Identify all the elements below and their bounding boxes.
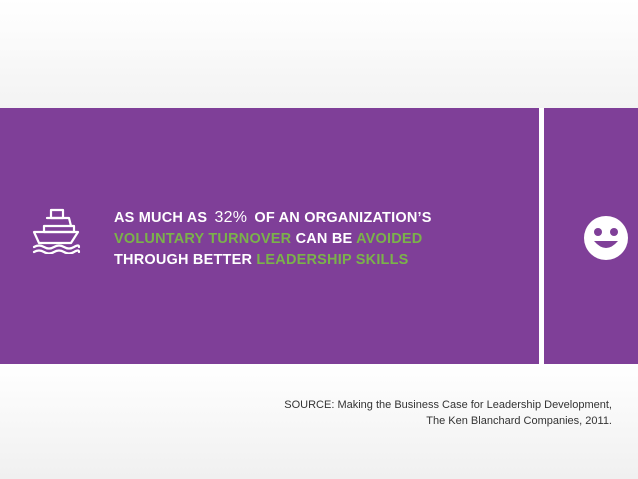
- headline-through-better: THROUGH BETTER: [114, 252, 257, 268]
- headline-suffix: OF AN ORGANIZATION’S: [254, 210, 432, 226]
- headline-prefix: AS MUCH AS: [114, 210, 208, 226]
- smiley-icon: [584, 216, 628, 260]
- leadership-skills-highlight: LEADERSHIP SKILLS: [256, 252, 409, 268]
- source-citation: SOURCE: Making the Business Case for Lea…: [192, 397, 612, 429]
- ship-icon: [32, 208, 81, 254]
- percent-value: 32%: [214, 209, 248, 226]
- headline-line-1: AS MUCH AS 32% OF AN ORGANIZATION’S: [114, 207, 534, 229]
- headline-line-3: THROUGH BETTER LEADERSHIP SKILLS: [114, 250, 534, 271]
- top-background: [0, 0, 638, 108]
- source-line-1: SOURCE: Making the Business Case for Lea…: [284, 399, 612, 411]
- purple-banner: [0, 108, 539, 364]
- headline-can-be: CAN BE: [291, 231, 357, 247]
- voluntary-turnover-highlight: VOLUNTARY TURNOVER: [114, 231, 292, 247]
- banner-divider: [539, 108, 544, 364]
- bottom-background: [0, 364, 638, 479]
- source-line-2: The Ken Blanchard Companies, 2011.: [426, 415, 612, 427]
- headline: AS MUCH AS 32% OF AN ORGANIZATION’S VOLU…: [114, 207, 534, 271]
- headline-line-2: VOLUNTARY TURNOVER CAN BE AVOIDED: [114, 229, 534, 250]
- avoided-highlight: AVOIDED: [356, 231, 423, 247]
